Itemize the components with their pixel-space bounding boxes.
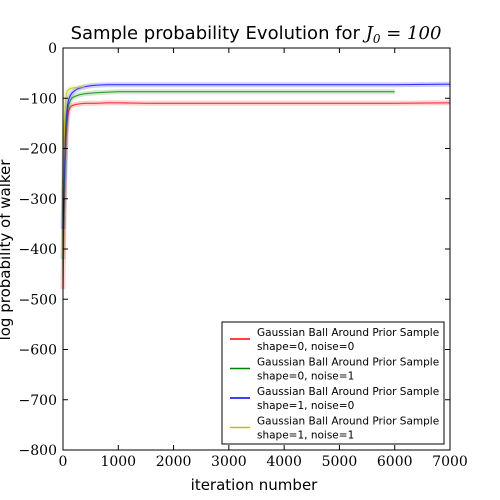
series-line-3: [62, 86, 86, 199]
y-tick-label: −200: [19, 142, 57, 158]
y-axis-label: log probability of walker: [0, 159, 14, 341]
series-band-1: [60, 89, 395, 260]
chart-title-math: J: [362, 23, 375, 44]
x-tick-label: 0: [59, 454, 68, 470]
x-tick-label: 5000: [322, 454, 358, 470]
legend: Gaussian Ball Around Prior Sample shape=0…: [221, 321, 445, 445]
series-line-2: [62, 83, 451, 229]
legend-label-line2: shape=1, noise=0: [257, 400, 354, 412]
series-line-1: [62, 91, 395, 260]
legend-label-line2: shape=0, noise=0: [257, 341, 354, 353]
y-tick-label: 0: [48, 41, 57, 57]
legend-box: [221, 321, 445, 445]
x-tick-label: 4000: [266, 454, 302, 470]
legend-label-line2: shape=0, noise=1: [257, 371, 354, 383]
x-tick-label: 7000: [432, 454, 468, 470]
legend-label-line1: Gaussian Ball Around Prior Sample: [257, 327, 439, 339]
chart-title: Sample probability Evolution for J0 = 10…: [71, 23, 442, 46]
series-band-0: [60, 100, 451, 290]
y-tick-label: −300: [19, 192, 57, 208]
legend-label-line1: Gaussian Ball Around Prior Sample: [257, 357, 439, 369]
legend-label-line1: Gaussian Ball Around Prior Sample: [257, 386, 439, 398]
y-tick-label: −600: [19, 343, 57, 359]
legend-label-line2: shape=1, noise=1: [257, 430, 354, 442]
series-line-0: [62, 102, 451, 290]
y-tick-label: −500: [19, 292, 57, 308]
x-tick-label: 1000: [100, 454, 136, 470]
series-band-2: [60, 81, 451, 229]
tick-labels: 0 1000 2000 3000 4000 5000 6000 7000 0 −100 −200 −3…: [19, 41, 468, 470]
x-tick-label: 2000: [156, 454, 192, 470]
legend-label-line1: Gaussian Ball Around Prior Sample: [257, 416, 439, 428]
x-tick-label: 6000: [377, 454, 413, 470]
y-tick-label: −100: [19, 91, 57, 107]
x-axis-label: iteration number: [191, 476, 319, 494]
y-tick-label: −700: [19, 393, 57, 409]
chart-title-text: Sample probability Evolution for: [71, 23, 366, 44]
chart-title-math-rest: = 100: [381, 23, 442, 44]
plot-frame: [62, 47, 451, 451]
series-lines: [60, 81, 451, 290]
y-tick-label: −400: [19, 242, 57, 258]
y-tick-label: −800: [19, 443, 57, 459]
x-tick-label: 3000: [211, 454, 247, 470]
chart-title-math-sub: 0: [373, 32, 381, 46]
